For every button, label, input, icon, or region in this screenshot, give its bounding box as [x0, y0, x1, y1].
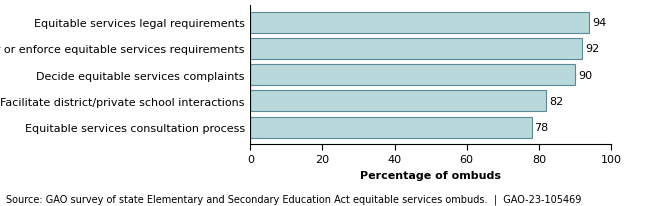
- Text: 90: 90: [578, 70, 592, 80]
- X-axis label: Percentage of ombuds: Percentage of ombuds: [360, 170, 501, 180]
- Bar: [250, 39, 582, 60]
- Text: 94: 94: [592, 18, 606, 28]
- Bar: [250, 65, 575, 86]
- Bar: [250, 12, 590, 33]
- Bar: [250, 91, 546, 112]
- Text: 78: 78: [534, 123, 549, 132]
- Text: 82: 82: [549, 96, 563, 106]
- Bar: [250, 117, 532, 138]
- Text: 92: 92: [585, 44, 599, 54]
- Text: Source: GAO survey of state Elementary and Secondary Education Act equitable ser: Source: GAO survey of state Elementary a…: [6, 193, 582, 204]
